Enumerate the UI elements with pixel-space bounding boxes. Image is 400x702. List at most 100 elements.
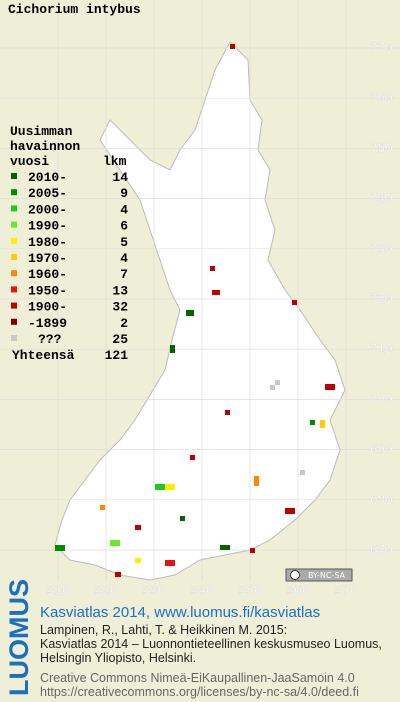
x-label: 350	[239, 583, 262, 597]
dot	[115, 572, 121, 577]
dot	[165, 560, 175, 566]
license-badge: BY-NC-SA	[285, 568, 353, 582]
legend-label: 1900-	[28, 300, 67, 315]
legend-swatch	[11, 318, 17, 325]
legend-count: 7	[120, 267, 128, 282]
dot	[285, 508, 295, 514]
legend-label: 1950-	[28, 283, 67, 298]
dot	[180, 516, 185, 521]
legend-col-year: vuosi	[10, 154, 49, 169]
legend-label: -1899	[28, 316, 67, 331]
grid	[0, 0, 400, 580]
legend-swatch	[11, 286, 17, 293]
y-label: 690	[370, 443, 393, 457]
y-label: 710	[370, 342, 393, 356]
occurrence-dots	[55, 44, 335, 577]
dot	[135, 525, 141, 530]
dot	[170, 345, 175, 353]
finland-outline	[54, 41, 346, 581]
dot	[55, 545, 65, 551]
legend-label: 2005-	[28, 186, 67, 201]
legend-swatch	[11, 205, 17, 212]
legend-swatch	[11, 173, 17, 179]
dot	[230, 44, 235, 49]
dot	[250, 548, 255, 553]
footer-bg	[0, 596, 400, 702]
dot	[310, 420, 315, 425]
dot	[292, 300, 297, 305]
legend-label: 1990-	[28, 219, 67, 234]
citation-line: Kasviatlas 2014 – Luonnontieteellinen ke…	[40, 637, 382, 651]
legend-count: 4	[120, 251, 128, 266]
dot	[320, 420, 325, 428]
dot	[135, 558, 141, 563]
legend-count: 14	[112, 170, 128, 185]
legend-label: 1960-	[28, 267, 67, 282]
license-line: https://creativecommons.org/licenses/by-…	[40, 685, 359, 699]
x-label: 340	[191, 583, 214, 597]
legend-swatch	[11, 221, 17, 228]
y-label: 700	[370, 392, 393, 406]
y-label: 750	[370, 141, 393, 155]
y-label: 740	[370, 192, 393, 206]
dot	[190, 455, 195, 460]
legend-label: 2000-	[28, 202, 67, 217]
legend-total: 121	[105, 348, 129, 363]
legend-count: 5	[120, 235, 128, 250]
dot	[325, 384, 335, 390]
legend-count: 32	[112, 300, 128, 315]
license-badge-text: BY-NC-SA	[308, 571, 346, 580]
legend-count: 6	[120, 219, 128, 234]
dot	[155, 484, 169, 490]
footer-text: Lampinen, R., Lahti, T. & Heikkinen M. 2…	[40, 623, 382, 699]
dot	[220, 545, 230, 550]
dot	[270, 385, 275, 390]
dot	[100, 505, 105, 510]
y-label: 720	[370, 292, 393, 306]
dot	[210, 266, 215, 271]
citation-line: Helsingin Yliopisto, Helsinki.	[40, 651, 196, 665]
legend-swatch	[11, 302, 17, 309]
x-label: 330	[143, 583, 166, 597]
dot	[186, 310, 194, 316]
y-label: 730	[370, 242, 393, 256]
legend-swatch	[11, 189, 17, 196]
legend-label: 1970-	[28, 251, 67, 266]
dot	[275, 380, 280, 385]
legend-swatch	[11, 254, 17, 260]
legend-swatch	[11, 335, 17, 341]
y-label: 670	[370, 543, 393, 557]
legend-total-label: Yhteensä	[12, 348, 75, 363]
dot	[225, 410, 230, 415]
legend-swatch	[11, 237, 17, 244]
legend-count: 9	[120, 186, 128, 201]
legend-count: 13	[112, 283, 128, 298]
dot	[110, 540, 120, 546]
x-label: 320	[95, 583, 118, 597]
legend-label: 2010-	[28, 170, 67, 185]
dot	[254, 476, 259, 486]
legend-heading: havainnon	[10, 139, 80, 154]
brand: LUOMUS	[4, 579, 34, 696]
legend-label: ???	[38, 332, 62, 347]
y-label: 770	[370, 41, 393, 55]
dot	[212, 290, 220, 295]
atlas-link[interactable]: Kasviatlas 2014, www.luomus.fi/kasviatla…	[40, 604, 320, 621]
dot	[300, 470, 305, 475]
legend-col-count: lkm	[103, 154, 127, 169]
species-title: Cichorium intybus	[8, 2, 141, 17]
license-line: Creative Commons Nimeä-EiKaupallinen-Jaa…	[40, 671, 355, 685]
dot	[165, 484, 175, 490]
y-label: 680	[370, 493, 393, 507]
legend-swatch	[11, 270, 17, 277]
legend-count: 4	[120, 202, 128, 217]
citation-line: Lampinen, R., Lahti, T. & Heikkinen M. 2…	[40, 623, 287, 637]
legend-heading: Uusimman	[10, 124, 73, 139]
legend-label: 1980-	[28, 235, 67, 250]
legend-count: 2	[120, 316, 128, 331]
y-label: 760	[370, 91, 393, 105]
x-label: 310	[47, 583, 70, 597]
x-label: 370	[335, 583, 358, 597]
